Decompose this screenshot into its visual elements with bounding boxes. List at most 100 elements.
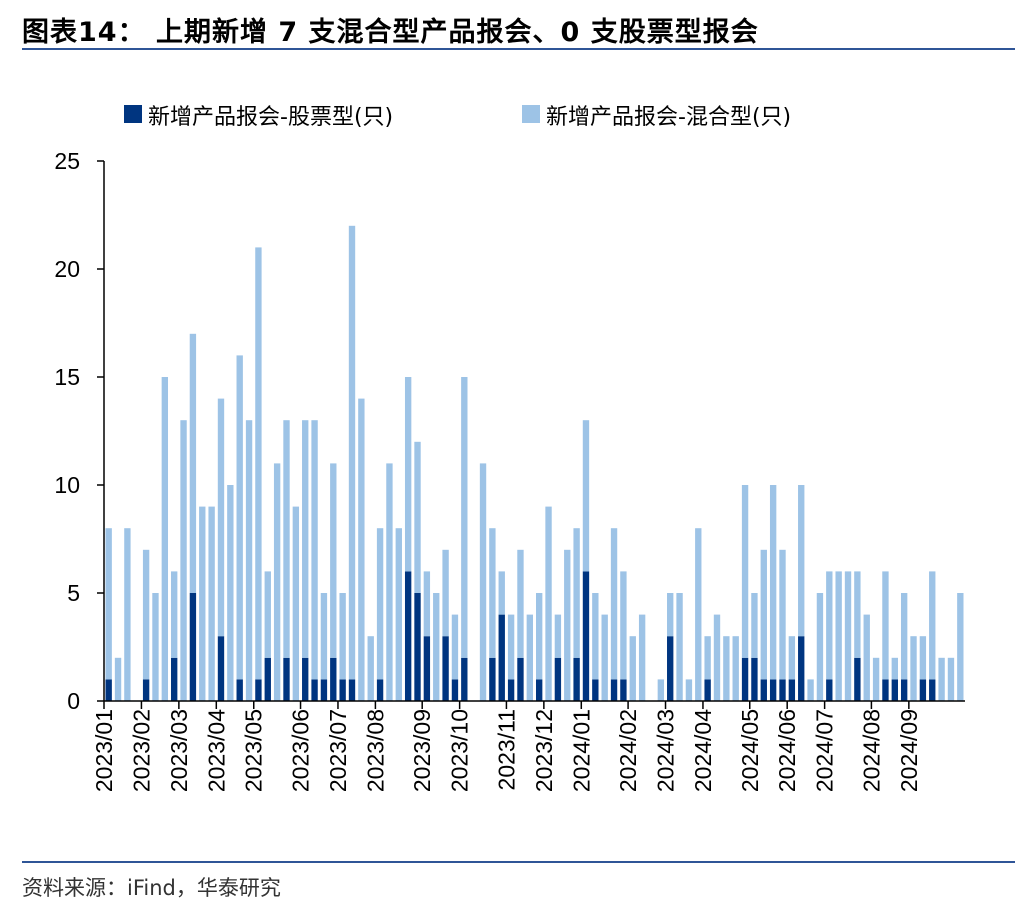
bar-mixed <box>769 485 777 680</box>
bar-mixed <box>573 528 580 658</box>
bar-mixed <box>517 549 524 658</box>
chart-title: 图表14： 上期新增 7 支混合型产品报会、0 支股票型报会 <box>22 17 759 48</box>
x-tick-label: 2023/09 <box>409 709 435 792</box>
bar-mixed <box>947 657 955 701</box>
bar-mixed <box>601 614 608 701</box>
bar-mixed <box>386 463 393 701</box>
bar-mixed <box>713 614 721 701</box>
bar-mixed <box>788 636 796 680</box>
bar-mixed <box>919 636 927 680</box>
bar-stock <box>535 679 543 701</box>
bar-mixed <box>910 636 917 701</box>
bar-mixed <box>330 463 337 658</box>
bar-mixed <box>217 398 225 637</box>
legend-swatch <box>124 105 142 123</box>
bar-mixed <box>273 463 281 701</box>
bar-mixed <box>283 420 290 658</box>
bar-stock <box>573 657 580 701</box>
bar-mixed <box>685 679 693 701</box>
bar-stock <box>171 657 178 701</box>
bar-stock <box>592 679 599 701</box>
bar-mixed <box>807 679 814 701</box>
x-tick-label: 2023/12 <box>531 709 557 792</box>
bar-mixed <box>292 506 300 701</box>
bar-stock <box>414 593 421 701</box>
bar-mixed <box>236 355 243 680</box>
bar-mixed <box>507 614 515 680</box>
bar-mixed <box>348 225 356 680</box>
bar-stock <box>610 679 618 701</box>
bar-stock <box>788 679 796 701</box>
bar-mixed <box>404 377 412 572</box>
bar-stock <box>442 636 449 701</box>
x-tick-label: 2024/09 <box>896 709 922 792</box>
bar-stock <box>189 593 197 701</box>
bar-mixed <box>171 571 178 658</box>
bar-mixed <box>816 593 824 701</box>
bar-stock <box>283 657 290 701</box>
bar-stock <box>854 657 861 701</box>
bar-mixed <box>208 506 215 701</box>
x-tick-label: 2023/07 <box>325 709 351 792</box>
bar-stock <box>929 679 936 701</box>
bar-mixed <box>227 485 234 701</box>
bar-stock <box>264 657 271 701</box>
bar-mixed <box>638 614 646 701</box>
bar-stock <box>404 571 412 701</box>
bar-stock <box>451 679 459 701</box>
bar-mixed <box>882 571 889 680</box>
bar-mixed <box>732 636 739 701</box>
bar-mixed <box>105 528 112 680</box>
bar-mixed <box>302 420 309 658</box>
source-note: 资料来源：iFind，华泰研究 <box>22 876 281 900</box>
bar-stock <box>741 657 749 701</box>
bar-mixed <box>695 528 702 701</box>
bar-stock <box>760 679 767 701</box>
bar-stock <box>311 679 318 701</box>
bar-stock <box>489 657 496 701</box>
bar-stock <box>320 679 328 701</box>
x-tick-label: 2024/06 <box>774 709 800 792</box>
bar-mixed <box>760 549 767 680</box>
y-tick-label: 0 <box>67 688 80 714</box>
bar-stock <box>330 657 337 701</box>
bar-mixed <box>264 571 271 658</box>
x-tick-label: 2024/03 <box>653 709 679 792</box>
bar-mixed <box>442 549 449 637</box>
bar-mixed <box>142 549 150 680</box>
bar-mixed <box>339 593 346 680</box>
bar-mixed <box>423 571 431 637</box>
bar-stock <box>891 679 898 701</box>
bar-mixed <box>835 571 842 701</box>
y-tick-label: 10 <box>54 472 80 498</box>
bar-mixed <box>545 506 552 701</box>
bar-stock <box>798 636 805 701</box>
bar-stock <box>667 636 674 701</box>
bar-mixed <box>826 571 833 680</box>
x-tick-label: 2023/10 <box>447 709 473 792</box>
bar-mixed <box>854 571 861 658</box>
bar-mixed <box>844 571 852 701</box>
bar-mixed <box>526 614 534 701</box>
bar-mixed <box>461 377 468 658</box>
bar-mixed <box>582 420 590 572</box>
x-tick-label: 2024/08 <box>858 709 884 792</box>
y-tick-label: 25 <box>54 148 80 174</box>
bar-mixed <box>479 463 487 701</box>
bar-stock <box>779 679 786 701</box>
x-tick-label: 2023/02 <box>128 709 154 792</box>
bar-mixed <box>554 614 562 658</box>
bar-mixed <box>863 614 870 701</box>
legend-swatch <box>522 105 540 123</box>
bar-mixed <box>152 593 159 701</box>
bar-mixed <box>592 593 599 680</box>
bar-mixed <box>255 247 262 680</box>
bar-mixed <box>376 528 384 680</box>
bar-mixed <box>124 528 131 701</box>
title-underline <box>22 48 1015 50</box>
stacked-bar-chart: 新增产品报会-股票型(只) 新增产品报会-混合型(只) 0 5 10 15 20 25 2023… <box>54 105 965 792</box>
bar-mixed <box>395 528 402 701</box>
bar-mixed <box>929 571 936 680</box>
bar-stock <box>236 679 243 701</box>
bar-mixed <box>358 398 365 701</box>
